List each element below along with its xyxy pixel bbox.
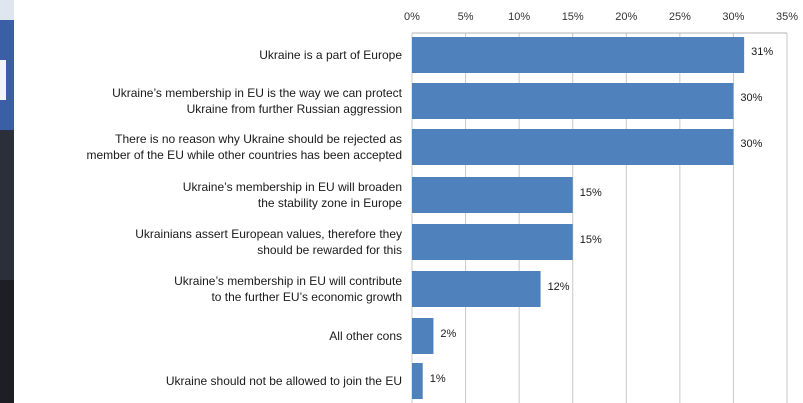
value-label: 30% — [740, 92, 762, 104]
bar — [412, 271, 541, 307]
category-label-line: Ukraine’s membership in EU will contribu… — [174, 274, 402, 288]
x-axis: 0% 5% 10% 15% 20% 25% 30% 35% — [404, 11, 798, 34]
x-tick-label: 10% — [508, 11, 530, 23]
value-label: 1% — [430, 373, 446, 385]
x-tick-label: 35% — [776, 11, 798, 23]
category-label: Ukraine should not be allowed to join th… — [166, 374, 402, 388]
category-label: Ukrainians assert European values, there… — [135, 227, 402, 257]
value-label: 15% — [580, 234, 602, 246]
category-label: All other cons — [329, 329, 402, 343]
value-label: 15% — [580, 187, 602, 199]
category-label: Ukraine is a part of Europe — [259, 48, 402, 62]
category-labels: Ukraine is a part of Europe Ukraine’s mem… — [86, 48, 402, 388]
bar — [412, 83, 734, 119]
value-label: 30% — [740, 138, 762, 150]
bar — [412, 224, 573, 260]
category-label: Ukraine’s membership in EU is the way we… — [112, 86, 403, 116]
category-label-line: There is no reason why Ukraine should be… — [115, 132, 402, 146]
category-label-line: to the further EU’s economic growth — [211, 290, 402, 304]
category-label-line: Ukrainians assert European values, there… — [135, 227, 402, 241]
category-label-line: Ukraine’s membership in EU will broaden — [183, 180, 402, 194]
category-label: Ukraine’s membership in EU will contribu… — [174, 274, 402, 304]
value-labels: 31% 30% 30% 15% 15% 12% 2% 1% — [430, 46, 774, 385]
x-tick-label: 0% — [404, 11, 420, 23]
bar — [412, 177, 573, 213]
x-tick-label: 5% — [458, 11, 474, 23]
x-tick-label: 20% — [615, 11, 637, 23]
category-label: There is no reason why Ukraine should be… — [86, 132, 402, 162]
category-label-line: Ukraine from further Russian aggression — [187, 102, 402, 116]
bars — [412, 37, 745, 399]
background-photo — [0, 0, 14, 403]
category-label: Ukraine’s membership in EU will broaden t… — [183, 180, 403, 210]
value-label: 12% — [548, 281, 570, 293]
bar — [412, 37, 745, 73]
bar — [412, 318, 434, 354]
category-label-line: Ukraine should not be allowed to join th… — [166, 374, 402, 388]
category-label-line: the stability zone in Europe — [258, 196, 402, 210]
x-tick-label: 25% — [669, 11, 691, 23]
x-tick-label: 30% — [722, 11, 744, 23]
category-label-line: Ukraine’s membership in EU is the way we… — [112, 86, 403, 100]
value-label: 31% — [751, 46, 773, 58]
value-label: 2% — [440, 328, 456, 340]
category-label-line: Ukraine is a part of Europe — [259, 48, 402, 62]
category-label-line: All other cons — [329, 329, 402, 343]
category-label-line: should be rewarded for this — [257, 243, 402, 257]
category-label-line: member of the EU while other countries h… — [86, 148, 402, 162]
bar — [412, 129, 734, 165]
x-tick-label: 15% — [562, 11, 584, 23]
bar — [412, 363, 423, 399]
